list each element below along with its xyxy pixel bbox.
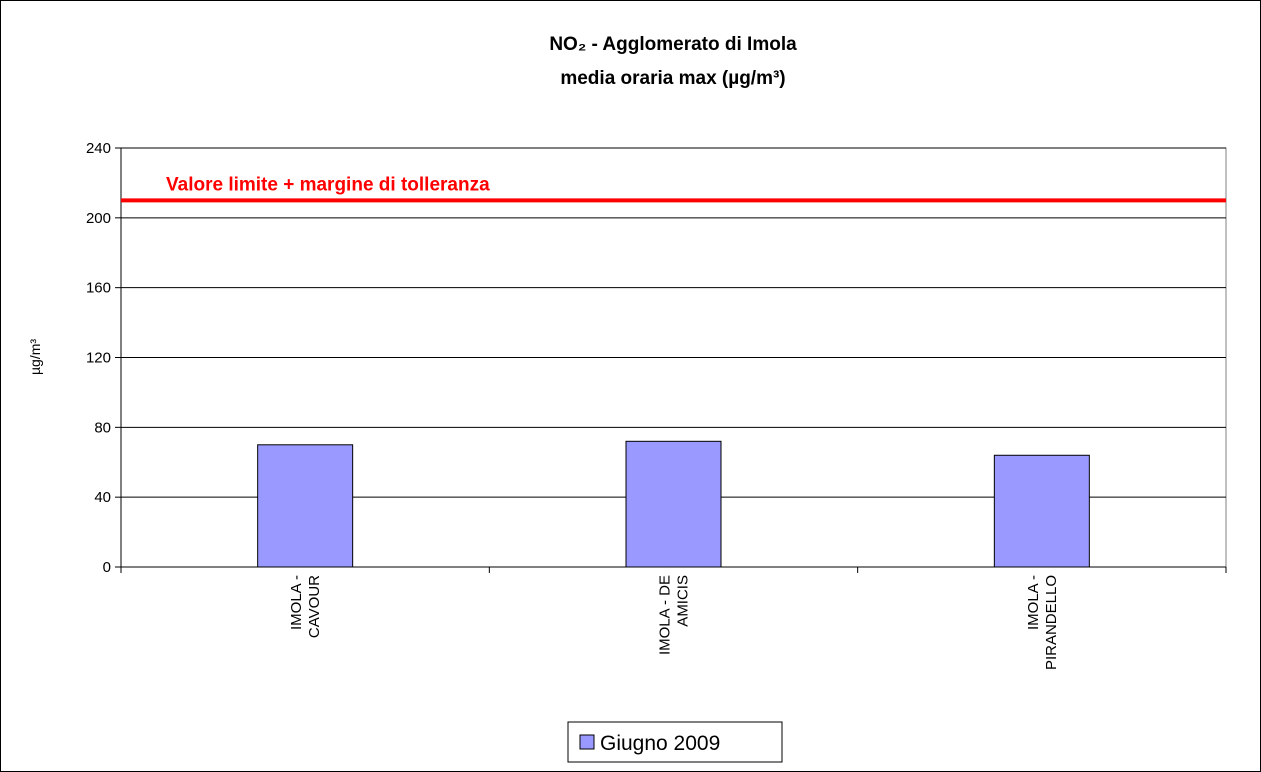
legend-label: Giugno 2009 — [600, 732, 720, 755]
legend: Giugno 2009 — [567, 721, 783, 763]
bar — [625, 440, 722, 568]
y-tick-label: 160 — [86, 280, 111, 297]
y-tick-label: 240 — [86, 140, 111, 157]
y-tick-label: 200 — [86, 210, 111, 227]
bar — [257, 444, 354, 568]
bar — [993, 454, 1090, 568]
reference-label: Valore limite + margine di tolleranza — [166, 174, 490, 195]
chart-subtitle: media oraria max (µg/m³) — [560, 68, 785, 89]
x-tick-label: IMOLA -CAVOUR — [288, 575, 323, 638]
y-axis-label: µg/m³ — [27, 339, 43, 375]
x-tick-label: IMOLA - DEAMICIS — [657, 575, 692, 655]
y-tick-label: 120 — [86, 350, 111, 367]
legend-swatch — [579, 734, 595, 750]
y-tick-label: 80 — [94, 419, 111, 436]
y-tick-label: 0 — [103, 559, 111, 576]
chart-title: NO₂ - Agglomerato di Imola — [549, 34, 797, 55]
legend-box — [567, 721, 783, 763]
x-tick-label: IMOLA -PIRANDELLO — [1025, 575, 1060, 670]
y-tick-label: 40 — [94, 489, 111, 506]
